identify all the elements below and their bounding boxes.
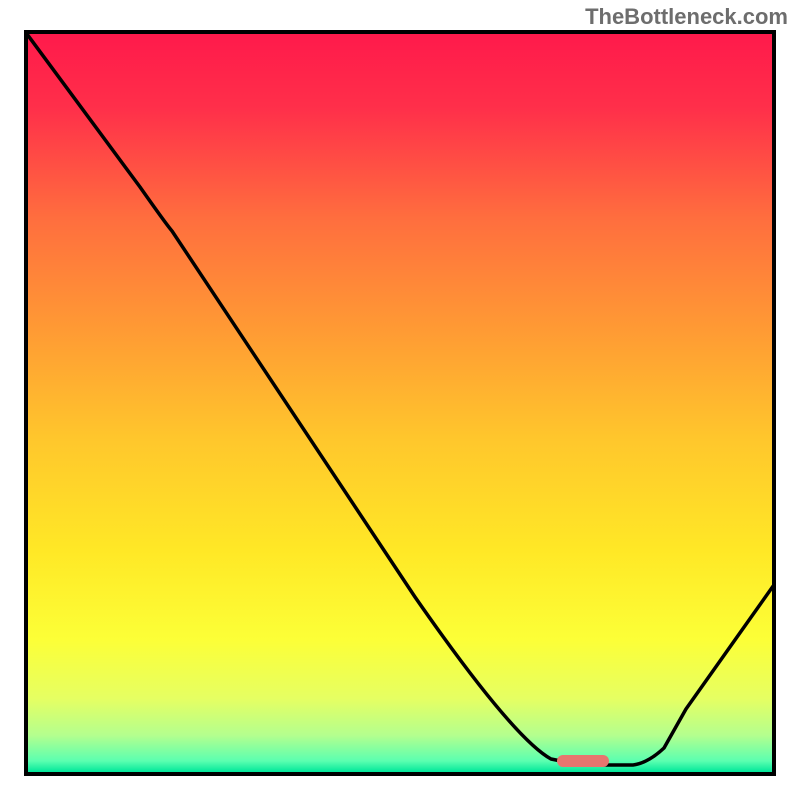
watermark-text: TheBottleneck.com xyxy=(585,4,788,30)
gradient-background xyxy=(28,34,772,772)
optimal-marker xyxy=(557,755,609,767)
plot-area xyxy=(24,30,776,776)
chart-container: TheBottleneck.com xyxy=(0,0,800,800)
baseline-axis xyxy=(24,772,776,776)
